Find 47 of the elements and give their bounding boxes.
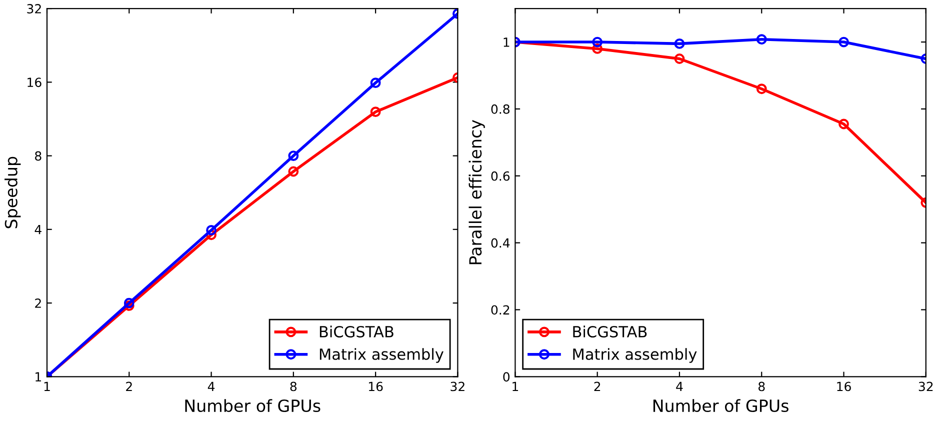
point	[756, 84, 767, 94]
point	[592, 44, 603, 54]
x-tick-label: 2	[126, 382, 132, 391]
point	[288, 166, 299, 177]
x-tick-label: 32	[450, 382, 464, 392]
legend-label: BiCGSTAB	[320, 326, 394, 338]
point	[124, 298, 134, 308]
point	[124, 300, 134, 311]
legend-label: Matrix assembly	[320, 348, 444, 363]
y-tick-label: 1	[504, 38, 510, 47]
point	[756, 34, 767, 45]
y-axis-title: Parallel efficiency	[468, 120, 485, 264]
x-tick-label: 1	[512, 382, 518, 391]
x-tick-label: 8	[758, 382, 765, 392]
y-tick-label: 0.6	[491, 171, 510, 181]
y-tick-label: 0.2	[491, 305, 510, 315]
point	[206, 224, 216, 236]
x-tick-label: 4	[208, 382, 215, 391]
point	[370, 106, 381, 118]
y-tick-label: 1	[36, 372, 41, 382]
x-tick-label: 2	[594, 382, 600, 391]
point	[370, 78, 381, 88]
point	[592, 36, 603, 48]
y-axis-title: Speedup	[4, 156, 21, 228]
y-tick-label: 32	[27, 4, 41, 14]
legend-label: BiCGSTAB	[573, 326, 647, 338]
y-tick-label: 0	[503, 372, 510, 382]
x-axis-title: Number of GPUs	[185, 399, 320, 412]
x-tick-label: 4	[676, 382, 683, 391]
y-tick-label: 0.8	[491, 104, 510, 114]
y-tick-label: 8	[35, 151, 42, 161]
x-tick-label: 8	[290, 382, 297, 392]
x-tick-label: 1	[44, 382, 50, 391]
y-tick-label: 0.4	[491, 238, 510, 248]
y-tick-label: 16	[28, 78, 42, 88]
x-tick-label: 32	[918, 382, 933, 392]
point	[288, 150, 299, 162]
x-tick-label: 16	[368, 382, 383, 392]
y-tick-label: 2	[35, 298, 41, 308]
legend-label: Matrix assembly	[573, 348, 697, 363]
point	[674, 54, 685, 64]
point	[838, 118, 849, 130]
point	[838, 36, 849, 48]
point	[674, 38, 685, 49]
y-tick-label: 4	[34, 225, 42, 234]
x-tick-label: 16	[837, 382, 851, 392]
x-axis-title: Number of GPUs	[653, 399, 788, 412]
